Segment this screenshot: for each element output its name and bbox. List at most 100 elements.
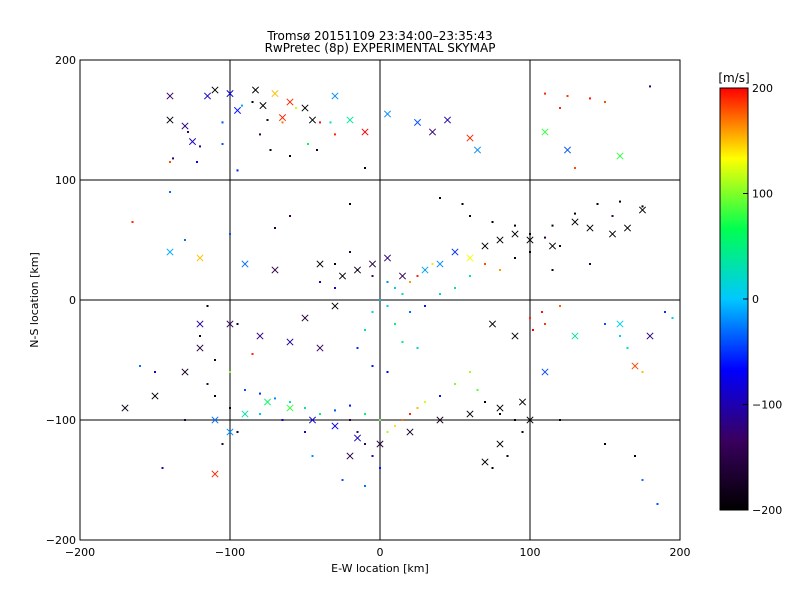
- data-point-dot: [172, 157, 174, 160]
- axis-ticks: −200 −100 0 100 200 −200 −100 0 100 200: [46, 54, 691, 559]
- data-point-dot: [521, 431, 524, 433]
- data-point-dot: [349, 251, 351, 253]
- data-point-dot: [161, 467, 164, 469]
- data-point-x-marker: [301, 314, 309, 322]
- data-point-x-marker: [563, 146, 572, 154]
- data-point-x-marker: [196, 254, 204, 262]
- data-point-x-marker: [308, 116, 317, 124]
- data-point-dot: [221, 143, 224, 145]
- data-point-x-marker: [436, 260, 444, 268]
- data-point-x-marker: [203, 92, 212, 100]
- data-point-dot: [454, 383, 456, 385]
- data-point-x-marker: [586, 224, 594, 232]
- data-point-dot: [491, 221, 494, 223]
- data-point-x-marker: [376, 440, 384, 448]
- data-point-x-marker: [421, 266, 429, 274]
- data-point-x-marker: [308, 416, 317, 424]
- data-point-x-marker: [151, 392, 159, 400]
- data-point-dot: [409, 311, 411, 313]
- data-point-dot: [364, 413, 366, 415]
- data-point-x-marker: [211, 416, 219, 424]
- data-point-x-marker: [443, 116, 452, 124]
- data-point-dot: [154, 371, 156, 373]
- data-point-dot: [304, 431, 306, 433]
- data-point-dot: [356, 347, 359, 349]
- data-point-x-marker: [301, 104, 309, 112]
- data-point-dot: [199, 145, 201, 148]
- data-point-dot: [439, 197, 441, 199]
- data-point-x-marker: [271, 90, 279, 98]
- data-point-dot: [316, 149, 318, 151]
- data-point-dot: [266, 119, 269, 121]
- data-point-dot: [251, 101, 254, 103]
- data-point-dot: [364, 443, 366, 445]
- grid-lines: [80, 60, 680, 540]
- data-point-x-marker: [226, 90, 234, 98]
- data-point-dot: [379, 299, 381, 301]
- data-point-dot: [529, 251, 531, 253]
- data-point-dot: [379, 467, 381, 469]
- data-point-dot: [304, 407, 306, 409]
- data-point-x-marker: [646, 332, 654, 340]
- data-point-x-marker: [571, 332, 579, 340]
- data-point-x-marker: [196, 344, 204, 352]
- x-tick-label: −200: [65, 546, 95, 559]
- data-point-dot: [619, 335, 621, 337]
- data-point-x-marker: [466, 254, 474, 262]
- data-point-dot: [319, 413, 321, 415]
- data-point-dot: [184, 419, 186, 421]
- data-point-dot: [281, 419, 284, 421]
- y-tick-label: 0: [69, 294, 76, 307]
- data-point-x-marker: [511, 230, 519, 238]
- x-axis-label: E-W location [km]: [331, 562, 429, 575]
- data-point-dot: [259, 392, 261, 395]
- data-point-x-marker: [121, 404, 129, 412]
- data-point-dot: [319, 281, 321, 283]
- x-tick-label: −100: [215, 546, 245, 559]
- data-point-x-marker: [496, 236, 504, 244]
- data-point-dot: [491, 467, 494, 469]
- data-point-x-marker: [526, 416, 534, 424]
- data-point-dot: [619, 200, 621, 203]
- data-point-dot: [349, 203, 351, 205]
- data-point-x-marker: [331, 302, 339, 310]
- data-point-dot: [641, 479, 644, 481]
- data-point-dot: [206, 305, 209, 307]
- data-point-dot: [356, 431, 359, 433]
- data-point-x-marker: [226, 320, 234, 328]
- data-point-dot: [341, 479, 344, 481]
- colorbar-ticks: 200 100 0 −100 −200: [743, 82, 782, 517]
- colorbar-tick-label: −100: [752, 399, 782, 412]
- data-point-dot: [604, 443, 606, 445]
- data-point-x-marker: [466, 134, 474, 142]
- data-point-dot: [454, 287, 456, 289]
- data-point-dot: [269, 149, 272, 151]
- data-point-dot: [169, 161, 171, 163]
- data-point-dot: [559, 419, 561, 421]
- data-point-dot: [544, 92, 546, 95]
- data-point-dot: [236, 431, 239, 433]
- data-point-x-marker: [286, 404, 294, 412]
- data-point-dot: [307, 143, 309, 145]
- data-point-dot: [424, 401, 426, 403]
- data-point-dot: [196, 161, 198, 163]
- y-tick-label: 200: [55, 54, 76, 67]
- data-point-dot: [289, 401, 291, 403]
- data-point-dot: [431, 263, 434, 265]
- data-point-x-marker: [548, 242, 557, 250]
- data-point-dot: [334, 409, 336, 412]
- data-point-dot: [641, 371, 644, 373]
- data-point-x-marker: [526, 236, 534, 244]
- data-point-dot: [604, 323, 606, 325]
- data-point-x-marker: [466, 410, 474, 418]
- data-point-dot: [295, 107, 297, 109]
- data-point-x-marker: [368, 260, 377, 268]
- data-point-dot: [574, 167, 576, 169]
- colorbar-tick-label: 100: [752, 188, 773, 201]
- data-point-dot: [379, 419, 381, 421]
- data-point-dot: [544, 236, 546, 239]
- data-point-dot: [559, 305, 561, 307]
- data-point-x-marker: [271, 266, 279, 274]
- data-point-dot: [566, 95, 569, 97]
